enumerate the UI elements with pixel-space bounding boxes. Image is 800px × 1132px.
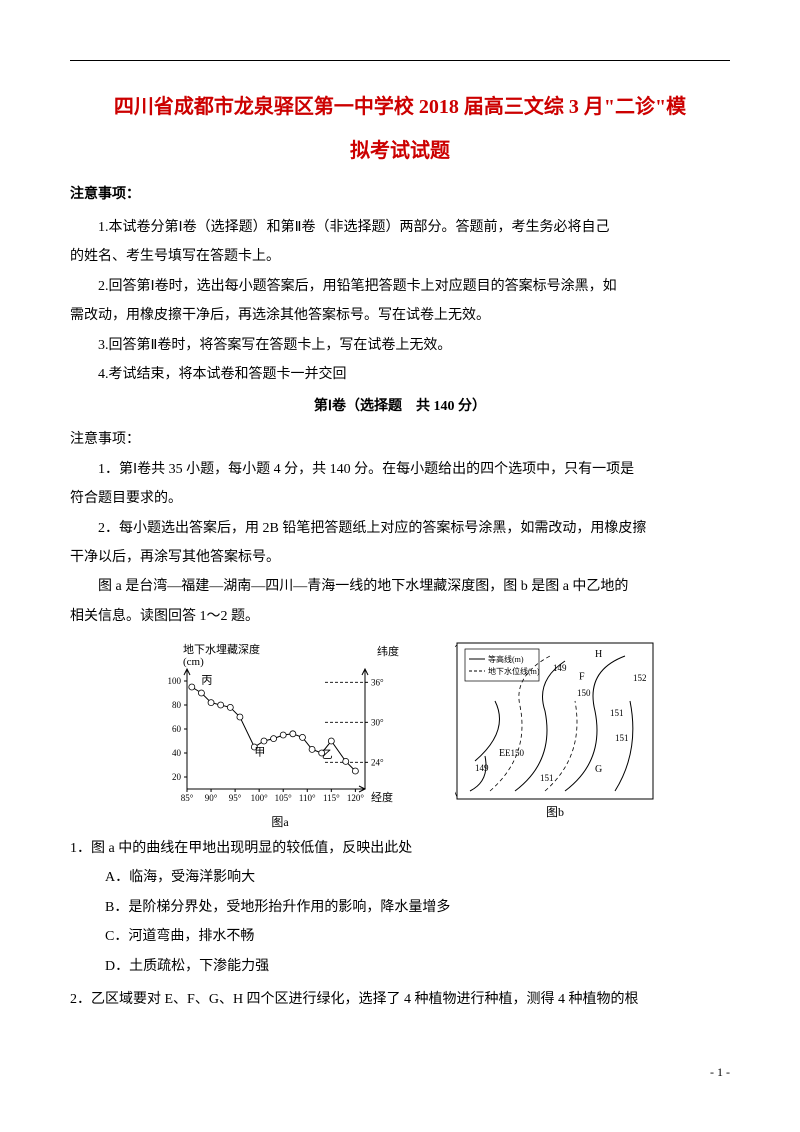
svg-text:乙: 乙 <box>322 748 333 761</box>
page-number: - 1 - <box>710 1065 730 1080</box>
figure-a: 地下水埋藏深度(cm) 纬度 20 40 60 80 100 24° 30° 36° 85° 90° 9… <box>145 641 415 830</box>
svg-text:60: 60 <box>172 724 182 734</box>
svg-text:149: 149 <box>553 663 567 673</box>
svg-text:151: 151 <box>540 773 554 783</box>
section-1-header: 第Ⅰ卷（选择题 共 140 分） <box>70 395 730 415</box>
figure-a-caption: 图a <box>271 813 288 830</box>
svg-text:甲: 甲 <box>254 746 265 758</box>
notice-3: 3.回答第Ⅱ卷时，将答案写在答题卡上，写在试卷上无效。 <box>70 331 730 360</box>
svg-text:120°: 120° <box>347 793 365 803</box>
svg-text:151: 151 <box>610 708 624 718</box>
instructions-header: 注意事项： <box>70 425 730 454</box>
q1-option-a: A．临海，受海洋影响大 <box>70 863 730 892</box>
horizontal-rule <box>70 60 730 61</box>
notice-2b: 需改动，用橡皮擦干净后，再选涂其他答案标号。写在试卷上无效。 <box>70 301 730 330</box>
svg-text:151: 151 <box>615 733 629 743</box>
instr-1b: 符合题目要求的。 <box>70 484 730 513</box>
instr-2a: 2．每小题选出答案后，用 2B 铅笔把答题纸上对应的答案标号涂黑，如需改动，用橡… <box>70 514 730 543</box>
svg-text:G: G <box>595 764 602 775</box>
svg-text:纬度: 纬度 <box>377 644 399 658</box>
instr-2b: 干净以后，再涂写其他答案标号。 <box>70 543 730 572</box>
svg-text:85°: 85° <box>181 793 194 803</box>
question-2: 2．乙区域要对 E、F、G、H 四个区进行绿化，选择了 4 种植物进行种植，测得… <box>70 985 730 1014</box>
notice-4: 4.考试结束，将本试卷和答题卡一并交回 <box>70 360 730 389</box>
title-line-1: 四川省成都市龙泉驿区第一中学校 2018 届高三文综 3 月"二诊"模 <box>70 85 730 129</box>
notice-header: 注意事项： <box>70 183 730 203</box>
chart-a-svg: 地下水埋藏深度(cm) 纬度 20 40 60 80 100 24° 30° 36° 85° 90° 9… <box>145 641 415 811</box>
svg-text:95°: 95° <box>229 793 242 803</box>
svg-text:20: 20 <box>172 772 182 782</box>
q1-option-c: C．河道弯曲，排水不畅 <box>70 922 730 951</box>
chart-b-svg: 等高线(m) 地下水位线(m) 149 150 151 152 149 E150 151 151 E… <box>455 641 655 801</box>
question-1: 1．图 a 中的曲线在甲地出现明显的较低值，反映出此处 <box>70 834 730 863</box>
figure-b-caption: 图b <box>546 803 564 820</box>
svg-text:丙: 丙 <box>201 674 212 686</box>
svg-text:30°: 30° <box>371 717 384 727</box>
svg-text:80: 80 <box>172 700 182 710</box>
svg-text:F: F <box>579 671 585 682</box>
svg-text:(cm): (cm) <box>183 656 204 668</box>
svg-text:24°: 24° <box>371 757 384 767</box>
svg-text:40: 40 <box>172 748 182 758</box>
svg-text:105°: 105° <box>275 793 293 803</box>
notice-1b: 的姓名、考生号填写在答题卡上。 <box>70 242 730 271</box>
svg-text:149: 149 <box>475 763 489 773</box>
figure-row: 地下水埋藏深度(cm) 纬度 20 40 60 80 100 24° 30° 36° 85° 90° 9… <box>70 641 730 830</box>
svg-text:E: E <box>499 748 505 759</box>
svg-text:H: H <box>595 649 602 660</box>
svg-text:经度: 经度 <box>371 790 393 804</box>
svg-text:115°: 115° <box>323 793 340 803</box>
intro-line-2: 相关信息。读图回答 1～2 题。 <box>70 602 730 631</box>
svg-text:地下水位线(m): 地下水位线(m) <box>488 666 540 676</box>
q1-option-b: B．是阶梯分界处，受地形抬升作用的影响，降水量增多 <box>70 893 730 922</box>
svg-text:90°: 90° <box>205 793 218 803</box>
svg-text:100: 100 <box>168 676 182 686</box>
title-line-2: 拟考试试题 <box>70 129 730 173</box>
svg-text:150: 150 <box>577 688 591 698</box>
figure-b: 等高线(m) 地下水位线(m) 149 150 151 152 149 E150 151 151 E… <box>455 641 655 830</box>
exam-page: 四川省成都市龙泉驿区第一中学校 2018 届高三文综 3 月"二诊"模 拟考试试… <box>0 0 800 1100</box>
svg-text:36°: 36° <box>371 677 384 687</box>
q1-option-d: D．土质疏松，下渗能力强 <box>70 952 730 981</box>
notice-1a: 1.本试卷分第Ⅰ卷（选择题）和第Ⅱ卷（非选择题）两部分。答题前，考生务必将自己 <box>70 213 730 242</box>
svg-text:100°: 100° <box>251 793 269 803</box>
svg-text:E150: E150 <box>505 748 524 758</box>
svg-text:地下水埋藏深度: 地下水埋藏深度 <box>183 642 260 656</box>
intro-line-1: 图 a 是台湾—福建—湖南—四川—青海一线的地下水埋藏深度图，图 b 是图 a … <box>70 572 730 601</box>
svg-text:等高线(m): 等高线(m) <box>488 654 524 664</box>
svg-text:110°: 110° <box>299 793 316 803</box>
notice-2a: 2.回答第Ⅰ卷时，选出每小题答案后，用铅笔把答题卡上对应题目的答案标号涂黑，如 <box>70 272 730 301</box>
instr-1a: 1．第Ⅰ卷共 35 小题，每小题 4 分，共 140 分。在每小题给出的四个选项… <box>70 455 730 484</box>
svg-text:152: 152 <box>633 673 647 683</box>
exam-title: 四川省成都市龙泉驿区第一中学校 2018 届高三文综 3 月"二诊"模 拟考试试… <box>70 85 730 173</box>
